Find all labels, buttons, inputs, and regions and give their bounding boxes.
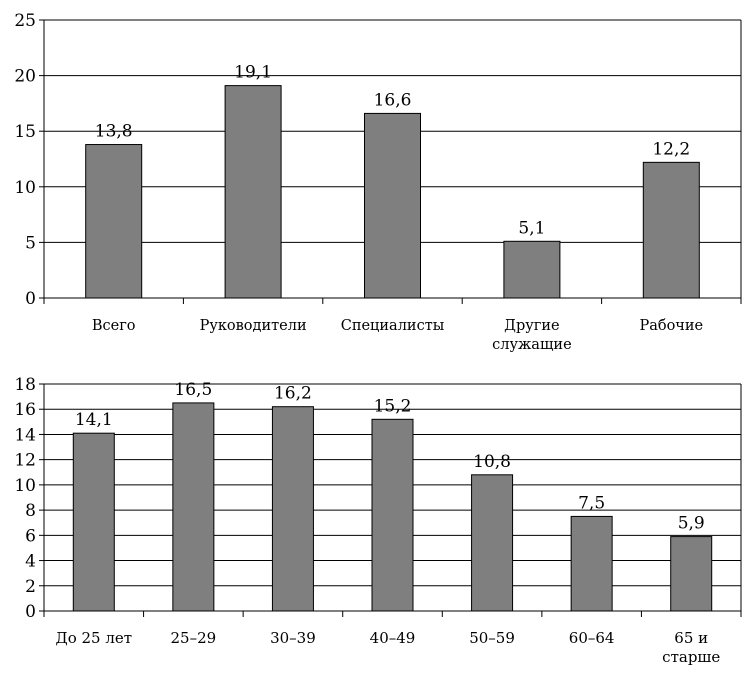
category-label: 50–59 — [469, 629, 515, 647]
data-label: 12,2 — [652, 139, 690, 159]
data-label: 7,5 — [578, 493, 605, 513]
category-label: 65 и старше — [662, 629, 720, 666]
category-label: 30–39 — [270, 629, 316, 647]
bar-3 — [364, 112, 421, 299]
y-tick-label: 20 — [14, 67, 36, 87]
category-label: До 25 лет — [56, 629, 133, 647]
bar-5 — [642, 161, 700, 299]
data-label: 19,1 — [234, 63, 272, 83]
y-tick-label: 18 — [14, 375, 36, 395]
data-label: 10,8 — [473, 452, 511, 472]
y-tick-label: 12 — [14, 451, 36, 471]
y-tick-label: 10 — [14, 178, 36, 198]
y-tick-label: 10 — [14, 476, 36, 496]
data-label: 14,1 — [75, 410, 113, 430]
bar-2 — [172, 402, 215, 612]
y-tick-label: 16 — [14, 400, 36, 420]
y-tick-label: 0 — [25, 289, 36, 309]
category-label: Руководители — [200, 318, 307, 334]
bar-5 — [471, 474, 514, 612]
data-label: 16,2 — [274, 384, 312, 404]
data-label: 16,6 — [374, 90, 412, 110]
bar-1 — [72, 432, 115, 612]
category-label: Специалисты — [341, 318, 445, 334]
y-tick-label: 2 — [25, 577, 36, 597]
bar-4 — [503, 240, 561, 299]
y-tick-label: 5 — [25, 233, 36, 253]
bar-3 — [271, 406, 314, 612]
chart-by-age: 0 2 4 6 8 10 12 14 16 18 14,1 До 25 лет 16,5 25–29 16,… — [14, 375, 742, 666]
data-label: 5,1 — [518, 218, 545, 238]
data-label: 16,5 — [174, 380, 212, 400]
y-tick-label: 25 — [14, 11, 36, 31]
bar-6 — [570, 515, 613, 612]
y-tick-label: 14 — [14, 425, 36, 445]
y-tick-label: 15 — [14, 122, 36, 142]
bar-2 — [224, 85, 282, 299]
category-label: Другие служащие — [492, 318, 572, 353]
category-label: 25–29 — [171, 629, 217, 647]
category-label: 40–49 — [370, 629, 416, 647]
category-label: Всего — [92, 318, 136, 334]
y-tick-label: 0 — [25, 602, 36, 622]
y-tick-label: 8 — [25, 501, 36, 521]
bar-1 — [85, 144, 143, 299]
category-label: 60–64 — [569, 629, 615, 647]
data-label: 13,8 — [95, 122, 133, 142]
data-label: 5,9 — [678, 514, 705, 534]
data-label: 15,2 — [374, 396, 412, 416]
bar-7 — [670, 536, 713, 612]
y-tick-label: 4 — [25, 552, 36, 572]
category-label: Рабочие — [639, 318, 703, 334]
chart-by-occupation: 0 5 10 15 20 25 13,8 Всего 19,1 Руководители 16,6 С… — [14, 11, 742, 353]
y-tick-label: 6 — [25, 526, 36, 546]
bar-4 — [371, 418, 414, 612]
